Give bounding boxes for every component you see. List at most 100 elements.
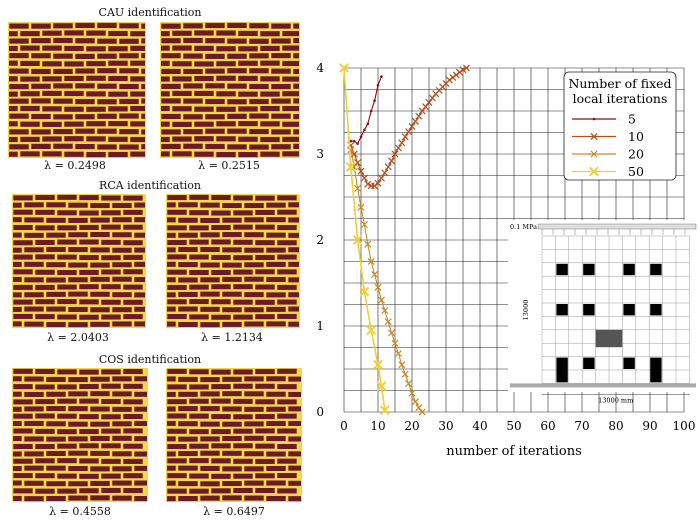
data-point [384, 163, 392, 171]
rca-wall-2 [166, 194, 300, 328]
y-tick-label: 3 [316, 147, 324, 161]
data-point [398, 361, 406, 369]
data-point [425, 98, 433, 106]
data-point [359, 135, 363, 139]
x-tick-label: 40 [472, 419, 487, 433]
data-point [377, 296, 385, 304]
y-tick-label: 4 [316, 61, 324, 75]
data-point [408, 122, 416, 131]
data-point [360, 220, 368, 229]
legend-title-line1: Number of fixed [568, 76, 671, 91]
panel-title-cau: CAU identification [98, 6, 202, 19]
legend-label-5: 5 [628, 112, 636, 127]
x-tick-label: 90 [642, 419, 657, 433]
data-point [462, 64, 470, 72]
data-point [366, 325, 377, 336]
x-tick-label: 80 [608, 419, 623, 433]
data-point [359, 286, 370, 297]
legend-title-line2: local iterations [573, 91, 668, 106]
data-point [376, 381, 387, 392]
data-point [364, 240, 372, 248]
x-tick-label: 60 [540, 419, 555, 433]
data-point [357, 167, 365, 175]
data-point [360, 174, 368, 182]
data-point [354, 159, 362, 167]
convergence-chart: 0 10 20 30 40 50 60 70 80 90 100 0 1 2 3 4 number of ite… [316, 61, 698, 459]
panel-title-cos: COS identification [98, 353, 202, 366]
data-point [592, 117, 596, 121]
series-50 [339, 63, 390, 416]
data-point [356, 142, 359, 145]
data-point [381, 169, 389, 177]
lambda-rca-2: λ = 1.2134 [201, 331, 263, 344]
data-point [415, 404, 423, 412]
data-point [411, 117, 419, 125]
data-point [380, 75, 383, 78]
x-tick-label: 30 [438, 419, 453, 433]
y-tick-label: 0 [316, 405, 324, 419]
data-point [374, 179, 382, 187]
data-point [590, 132, 598, 141]
data-point [363, 128, 366, 132]
data-point [379, 405, 390, 416]
legend-label-20: 20 [628, 147, 644, 162]
data-point [373, 359, 383, 370]
data-point [590, 150, 598, 158]
data-point [589, 166, 599, 177]
data-point [352, 235, 363, 245]
data-point [367, 257, 375, 266]
data-point [369, 109, 373, 113]
cau-wall-2 [160, 22, 300, 158]
lambda-cau-1: λ = 0.2498 [44, 159, 106, 172]
data-point [377, 174, 385, 182]
series-line-5 [350, 76, 382, 145]
data-point [428, 94, 436, 102]
data-point [422, 103, 430, 111]
data-point [411, 398, 419, 406]
cos-wall-1 [12, 368, 148, 502]
data-point [374, 283, 382, 291]
data-point [384, 318, 392, 326]
data-point [357, 203, 365, 211]
data-point [398, 139, 406, 147]
data-point [401, 133, 409, 141]
lambda-cos-1: λ = 0.4558 [49, 505, 111, 518]
rca-wall-1 [12, 194, 146, 328]
data-point [405, 128, 413, 136]
cos-wall-2 [166, 368, 302, 502]
inset-width-label: 13000 mm [598, 396, 633, 404]
series-20 [347, 146, 426, 416]
y-tick-label: 1 [316, 319, 324, 333]
data-point [408, 389, 416, 397]
x-tick-label: 10 [370, 419, 385, 433]
data-point [352, 139, 356, 143]
series-line-20 [350, 149, 423, 413]
cau-wall-1 [8, 22, 146, 158]
x-tick-label: 50 [506, 419, 521, 433]
legend-label-50: 50 [628, 164, 644, 179]
data-point [459, 66, 467, 74]
data-point [354, 184, 362, 192]
data-point [418, 408, 426, 416]
lambda-cos-2: λ = 0.6497 [203, 505, 265, 518]
y-tick-label: 2 [316, 233, 324, 247]
x-tick-label: 70 [574, 419, 589, 433]
data-point [373, 99, 376, 102]
inset-load-label: 0.1 MPa [510, 223, 537, 231]
data-point [388, 329, 396, 337]
data-point [391, 339, 399, 347]
data-point [366, 122, 370, 126]
x-tick-label: 20 [404, 419, 419, 433]
x-tick-label: 0 [340, 419, 348, 433]
series-line-10 [350, 67, 467, 187]
data-point [371, 270, 379, 278]
data-point [388, 157, 396, 165]
data-point [349, 139, 353, 143]
data-point [345, 161, 356, 172]
inset-diagram: 0.1 MPa 13000 13000 mm [508, 220, 698, 404]
data-point [394, 144, 402, 152]
x-axis-label: number of iterations [446, 444, 582, 459]
data-point [364, 180, 372, 188]
data-point [405, 380, 413, 388]
